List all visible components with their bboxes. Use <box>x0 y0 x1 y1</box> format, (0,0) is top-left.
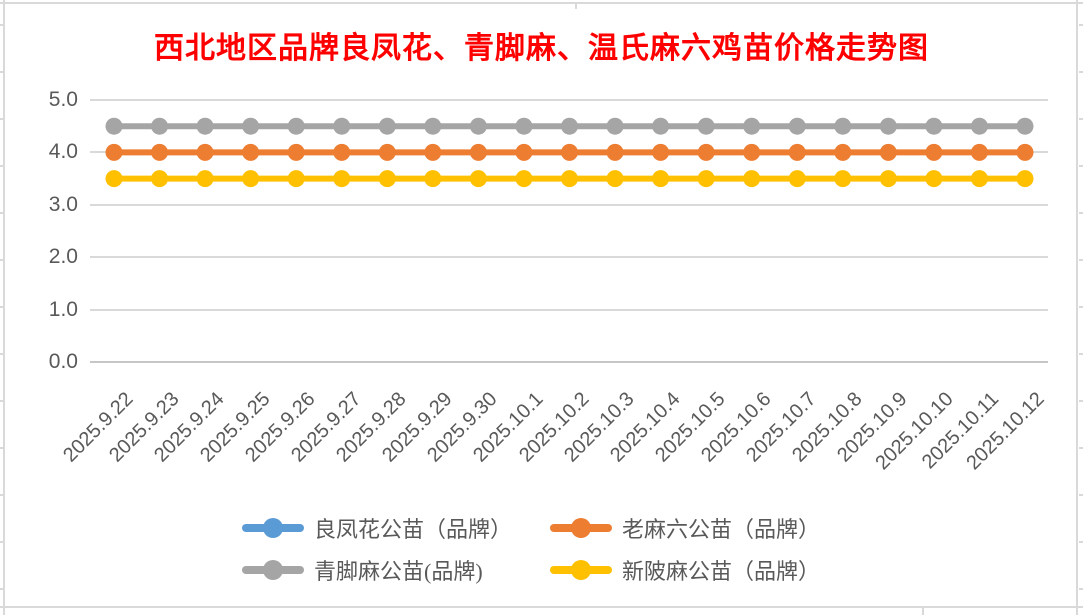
worksheet-column-tick-top <box>575 4 577 9</box>
legend-line-marker-icon <box>242 518 304 538</box>
gridline <box>90 256 1048 259</box>
legend-label: 老麻六公苗（品牌） <box>622 517 821 542</box>
legend-item-0: 良凤花公苗（品牌） <box>242 512 550 544</box>
y-axis-label: 3.0 <box>48 192 78 216</box>
legend-item-1: 老麻六公苗（品牌） <box>550 512 858 544</box>
legend-label: 新陂麻公苗（品牌） <box>622 559 821 584</box>
frame-border-top <box>0 2 1083 4</box>
legend-line-marker-icon <box>242 560 304 580</box>
legend-label: 青脚麻公苗(品牌) <box>314 559 483 584</box>
gridline <box>90 308 1048 311</box>
y-axis-label: 2.0 <box>48 245 78 269</box>
worksheet-row-ticks-left <box>0 0 3 615</box>
y-axis-label: 4.0 <box>48 140 78 164</box>
legend-line-marker-icon <box>550 518 612 538</box>
gridline <box>90 361 1048 363</box>
legend-label: 良凤花公苗（品牌） <box>314 517 513 542</box>
y-axis-label: 1.0 <box>48 297 78 321</box>
frame-border-right <box>1076 0 1078 615</box>
series-line-1 <box>105 143 1034 161</box>
legend-item-2: 青脚麻公苗(品牌) <box>242 554 550 586</box>
series-line-3 <box>105 170 1034 188</box>
y-axis-label: 5.0 <box>48 88 78 111</box>
worksheet-column-tick-bottom <box>922 608 924 615</box>
y-axis-label: 0.0 <box>48 350 78 373</box>
frame-border-left <box>3 0 5 615</box>
gridline <box>90 99 1048 101</box>
legend-item-3: 新陂麻公苗（品牌） <box>550 554 858 586</box>
series-line-2 <box>105 117 1034 135</box>
gridline <box>90 203 1048 206</box>
chart-title: 西北地区品牌良凤花、青脚麻、温氏麻六鸡苗价格走势图 <box>154 32 929 65</box>
frame-border-bottom <box>0 606 1083 608</box>
worksheet-row-ticks-right <box>1079 0 1083 615</box>
legend-line-marker-icon <box>550 560 612 580</box>
legend: 良凤花公苗（品牌） 老麻六公苗（品牌） 青脚麻公苗(品牌) 新陂麻公苗（品牌） <box>242 507 858 591</box>
